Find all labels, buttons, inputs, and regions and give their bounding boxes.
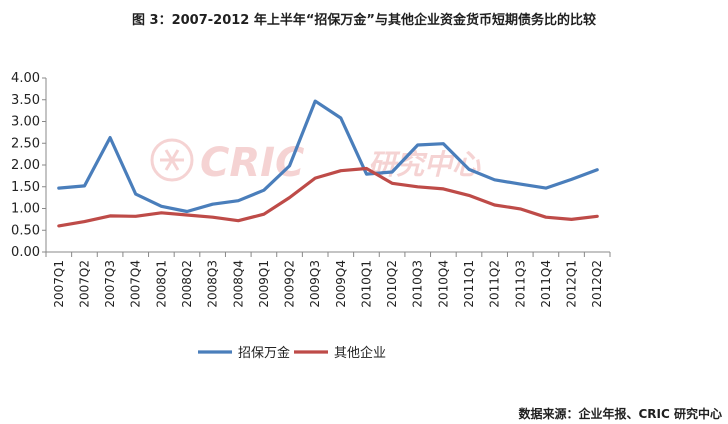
x-tick-label: 2011Q3 xyxy=(513,260,527,308)
x-tick-label: 2007Q3 xyxy=(103,260,117,308)
x-tick-label: 2007Q2 xyxy=(77,260,91,308)
x-tick-label: 2012Q1 xyxy=(565,260,579,308)
legend-label-2: 其他企业 xyxy=(334,345,386,361)
series-line-2 xyxy=(57,166,599,228)
x-tick-label: 2011Q2 xyxy=(488,260,502,308)
series-line-1 xyxy=(57,99,599,214)
y-axis-ticks: 0.00 0.50 1.00 1.50 2.00 2.50 3.00 3.50 4.00 xyxy=(11,71,46,260)
x-tick-label: 2007Q1 xyxy=(52,260,66,308)
y-tick-label: 3.50 xyxy=(11,93,40,108)
source-note: 数据来源：企业年报、CRIC 研究中心 xyxy=(518,407,723,421)
x-tick-label: 2008Q1 xyxy=(154,260,168,308)
y-tick-label: 3.00 xyxy=(11,115,40,130)
y-tick-label: 0.00 xyxy=(11,245,40,260)
legend-label-1: 招保万金 xyxy=(238,345,290,361)
y-tick-label: 0.50 xyxy=(11,223,40,238)
x-tick-label: 2008Q2 xyxy=(180,260,194,308)
x-tick-label: 2010Q4 xyxy=(436,260,450,308)
watermark-latin: CRIC xyxy=(200,140,304,186)
x-tick-label: 2008Q4 xyxy=(231,260,245,308)
y-tick-label: 2.50 xyxy=(11,136,40,151)
x-tick-label: 2009Q1 xyxy=(257,260,271,308)
x-axis-ticks: 2007Q1 2007Q2 2007Q3 2007Q4 2008Q1 2008Q2 2008… xyxy=(45,252,611,308)
x-tick-label: 2009Q2 xyxy=(283,260,297,308)
y-tick-label: 1.50 xyxy=(11,180,40,195)
series-layer xyxy=(57,99,599,228)
x-tick-label: 2010Q3 xyxy=(411,260,425,308)
chart-title: 图 3：2007-2012 年上半年“招保万金”与其他企业资金货币短期债务比的比… xyxy=(132,13,596,28)
x-tick-label: 2008Q3 xyxy=(206,260,220,308)
x-tick-label: 2012Q2 xyxy=(590,260,604,308)
snowflake-icon xyxy=(150,138,194,182)
y-tick-label: 2.00 xyxy=(11,158,40,173)
y-tick-label: 4.00 xyxy=(11,71,40,86)
x-tick-label: 2009Q3 xyxy=(308,260,322,308)
x-tick-label: 2011Q1 xyxy=(462,260,476,308)
y-tick-label: 1.00 xyxy=(11,202,40,217)
x-tick-label: 2011Q4 xyxy=(539,260,553,308)
x-tick-label: 2010Q1 xyxy=(359,260,373,308)
x-tick-label: 2007Q4 xyxy=(129,260,143,308)
x-tick-label: 2010Q2 xyxy=(385,260,399,308)
watermark: CRIC 研究中心 xyxy=(150,138,481,186)
legend: 招保万金 其他企业 xyxy=(198,345,386,361)
x-tick-label: 2009Q4 xyxy=(334,260,348,308)
